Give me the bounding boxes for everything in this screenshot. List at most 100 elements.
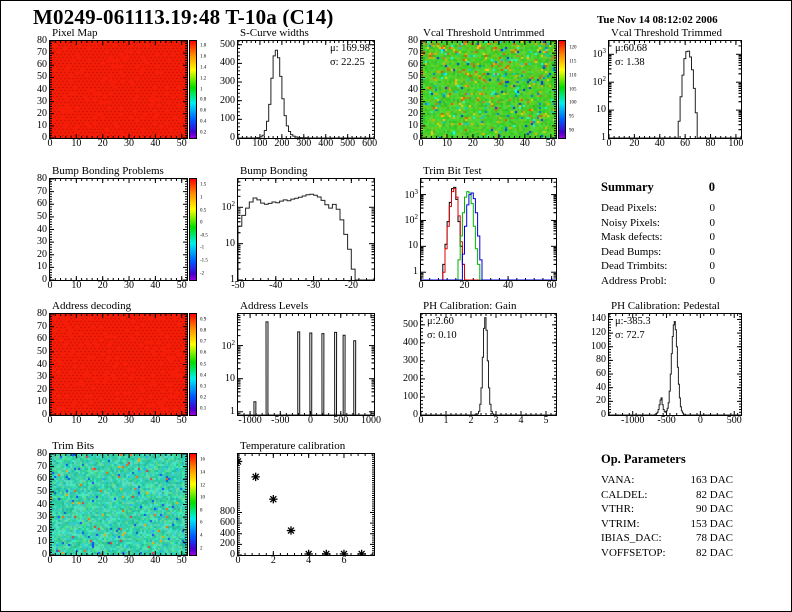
vcal-untrimmed-svg [421,41,556,138]
x-tick-label: 10 [71,280,82,291]
y-tick-label: 50 [408,71,418,83]
colorbar-label: 105 [569,87,577,92]
x-tick-label: 20 [467,138,478,149]
y-tick-label: 20 [37,523,47,535]
colorbar-label: 115 [569,59,577,65]
colorbar-label: -1 [200,245,205,251]
y-tick-label: 10 [37,396,47,408]
y-tick-label: 40 [37,83,47,95]
y-tick-label: 300 [403,354,418,366]
colorbar-label: 0.3 [200,384,207,390]
op-parameter-value: 82 DAC [696,546,733,559]
colorbar-label: 14 [200,470,205,476]
x-tick-label: 3 [493,415,499,426]
x-tick-label: 20 [97,415,108,426]
colorbar [189,313,197,416]
x-tick-label: 30 [124,138,135,149]
x-tick-label: -500 [657,415,676,426]
y-tick-label: 20 [37,107,47,119]
y-tick-label: 70 [37,185,47,197]
plot-title: S-Curve widths [240,27,309,39]
x-tick-label: 500 [333,415,349,426]
y-tick-label: 100 [403,390,418,402]
colorbar-label: 0.9 [200,317,207,323]
summary-row-label: Dead Trimbits: [601,260,668,272]
colorbar [189,40,197,139]
y-tick-label: 50 [37,210,47,222]
y-tick-label: 80 [37,173,47,184]
y-tick-label: 70 [37,47,47,59]
x-tick-label: 500 [726,415,742,426]
y-tick-label: 120 [591,327,606,339]
bump-problems-svg [50,179,187,280]
x-tick-label: 20 [459,280,470,291]
y-tick-label: 600 [220,517,235,529]
summary-row: Dead Pixels: 0 [601,202,715,214]
y-tick-label: 50 [37,345,47,357]
y-tick-label: 0 [413,132,418,143]
page-title: M0249-061113.19:48 T-10a (C14) [33,5,334,29]
colorbar-label: 12 [200,483,205,489]
x-tick-label: 0 [47,415,53,426]
y-tick-label: 0 [42,274,47,285]
summary-row-label: Noisy Pixels: [601,216,660,229]
stats-mean: μ:-385.3 [615,316,651,327]
x-tick-label: 10 [71,415,82,426]
x-tick-label: 30 [124,415,135,426]
op-parameter-label: CALDEL: [601,488,648,501]
x-tick-label: 0 [47,138,53,149]
colorbar-label: 6 [200,520,203,526]
x-tick-label: 50 [176,138,187,149]
stats-box: μ:-385.3 σ: 72.7 [615,315,651,342]
summary-row-label: Mask defects: [601,231,663,243]
x-tick-label: -500 [271,415,290,426]
x-tick-label: -1000 [621,415,645,426]
x-tick-label: 30 [124,280,135,291]
colorbar-label: -1.5 [200,258,208,264]
stats-sigma: σ: 0.10 [427,329,457,341]
op-parameter-value: 153 DAC [690,517,733,530]
op-parameter-row: VTHR: 90 DAC [601,503,733,515]
y-tick-label: 30 [37,371,47,383]
y-tick-label: 100 [220,113,235,125]
x-tick-label: 40 [519,138,530,149]
x-tick-label: 2 [270,555,276,566]
y-tick-label: 400 [220,527,235,539]
x-tick-label: -30 [306,280,321,291]
y-tick-label: 0 [42,549,47,560]
y-tick-label: 50 [37,485,47,497]
x-tick-label: 4 [518,415,524,426]
colorbar-label: 8 [200,508,203,514]
y-tick-label: 102 [592,75,607,89]
colorbar-label: 1.6 [200,54,207,60]
plot-title: Vcal Threshold Trimmed [611,27,723,39]
stats-box: μ:60.68 σ: 1.38 [615,42,647,69]
y-tick-label: 500 [220,38,235,50]
op-parameter-row: VANA: 163 DAC [601,474,733,486]
op-parameter-value: 78 DAC [696,532,733,544]
y-tick-label: 60 [596,368,606,380]
trim-bits-heatmap [50,454,187,555]
summary-row-value: 0 [709,260,716,272]
colorbar-label: 0.2 [200,130,207,136]
y-tick-label: 1 [413,266,418,278]
summary-row-label: Dead Bumps: [601,245,662,258]
summary-row-value: 0 [709,216,716,229]
colorbar-label: 0.8 [200,328,207,334]
y-tick-label: 1 [230,274,235,285]
y-tick-label: 20 [37,383,47,395]
colorbar-label: 2 [200,546,203,552]
x-tick-label: 0 [418,138,424,149]
address-decoding-plot: Address decoding 0 10 20 30 40 50 0 10 20 30 40 50 60… [37,300,206,426]
x-tick-label: 100 [728,138,744,149]
y-tick-label: 103 [592,47,607,61]
temp-calibration-svg [238,454,374,555]
y-tick-label: 30 [37,511,47,523]
x-tick-label: 80 [705,138,716,149]
colorbar [189,453,197,556]
summary-row: Dead Bumps: 0 [601,246,715,258]
colorbar-label: 110 [569,73,577,79]
y-tick-label: 40 [37,498,47,510]
stats-mean: μ:2.60 [427,316,454,327]
colorbar-label: 0.6 [200,350,207,356]
